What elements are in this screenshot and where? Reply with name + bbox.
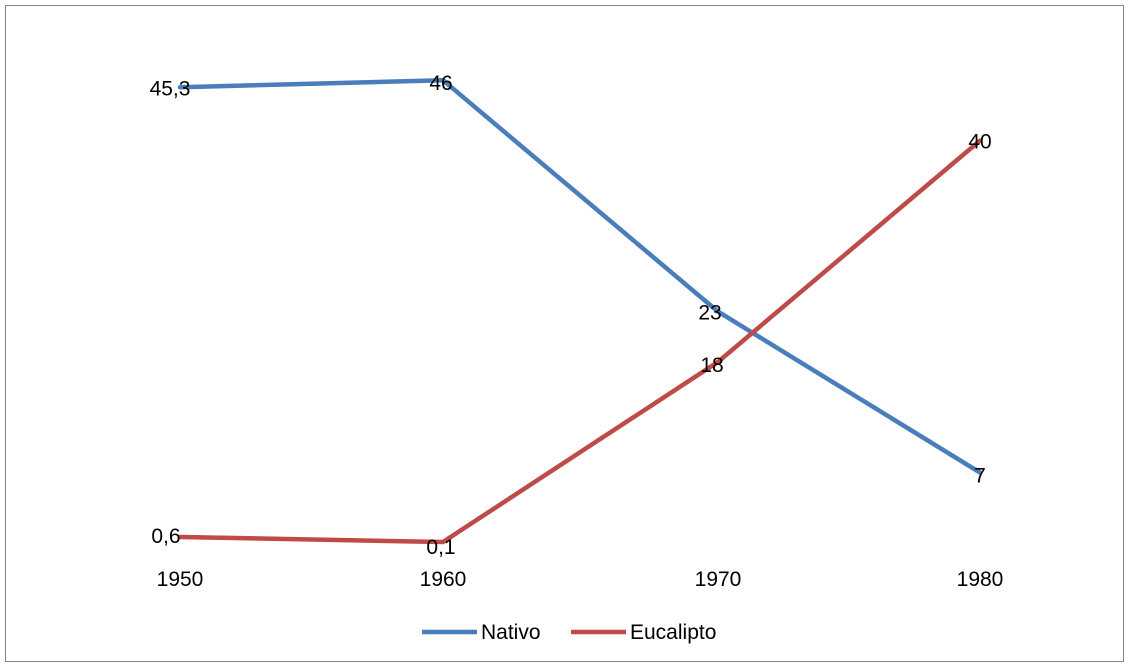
x-tick-label-1960: 1960 [420,568,467,591]
legend-item-eucalipto: Eucalipto [571,621,716,644]
legend-label-eucalipto: Eucalipto [630,621,716,644]
series-layer [177,77,983,545]
data-label-nativo-1950: 45,3 [150,77,191,100]
x-tick-label-1980: 1980 [957,568,1004,591]
data-label-nativo-1970: 23 [698,302,721,325]
x-axis-ticks: 1950 1960 1970 1980 [157,568,1004,591]
legend-label-nativo: Nativo [481,621,541,644]
data-label-eucalipto-1980: 40 [968,131,991,154]
series-line-eucalipto [177,138,983,545]
legend: Nativo Eucalipto [422,621,716,644]
chart-area [5,5,1124,662]
data-label-eucalipto-1970: 18 [700,354,723,377]
series-line-nativo [177,77,983,475]
legend-item-nativo: Nativo [422,621,541,644]
x-tick-label-1950: 1950 [157,568,204,591]
data-label-nativo-1980: 7 [974,465,986,488]
x-tick-label-1970: 1970 [695,568,742,591]
data-label-nativo-1960: 46 [429,72,452,95]
data-label-eucalipto-1950: 0,6 [151,525,180,548]
data-label-layer: 45,3 46 23 7 0,6 0,1 18 40 [150,72,992,559]
data-label-eucalipto-1960: 0,1 [426,536,455,559]
